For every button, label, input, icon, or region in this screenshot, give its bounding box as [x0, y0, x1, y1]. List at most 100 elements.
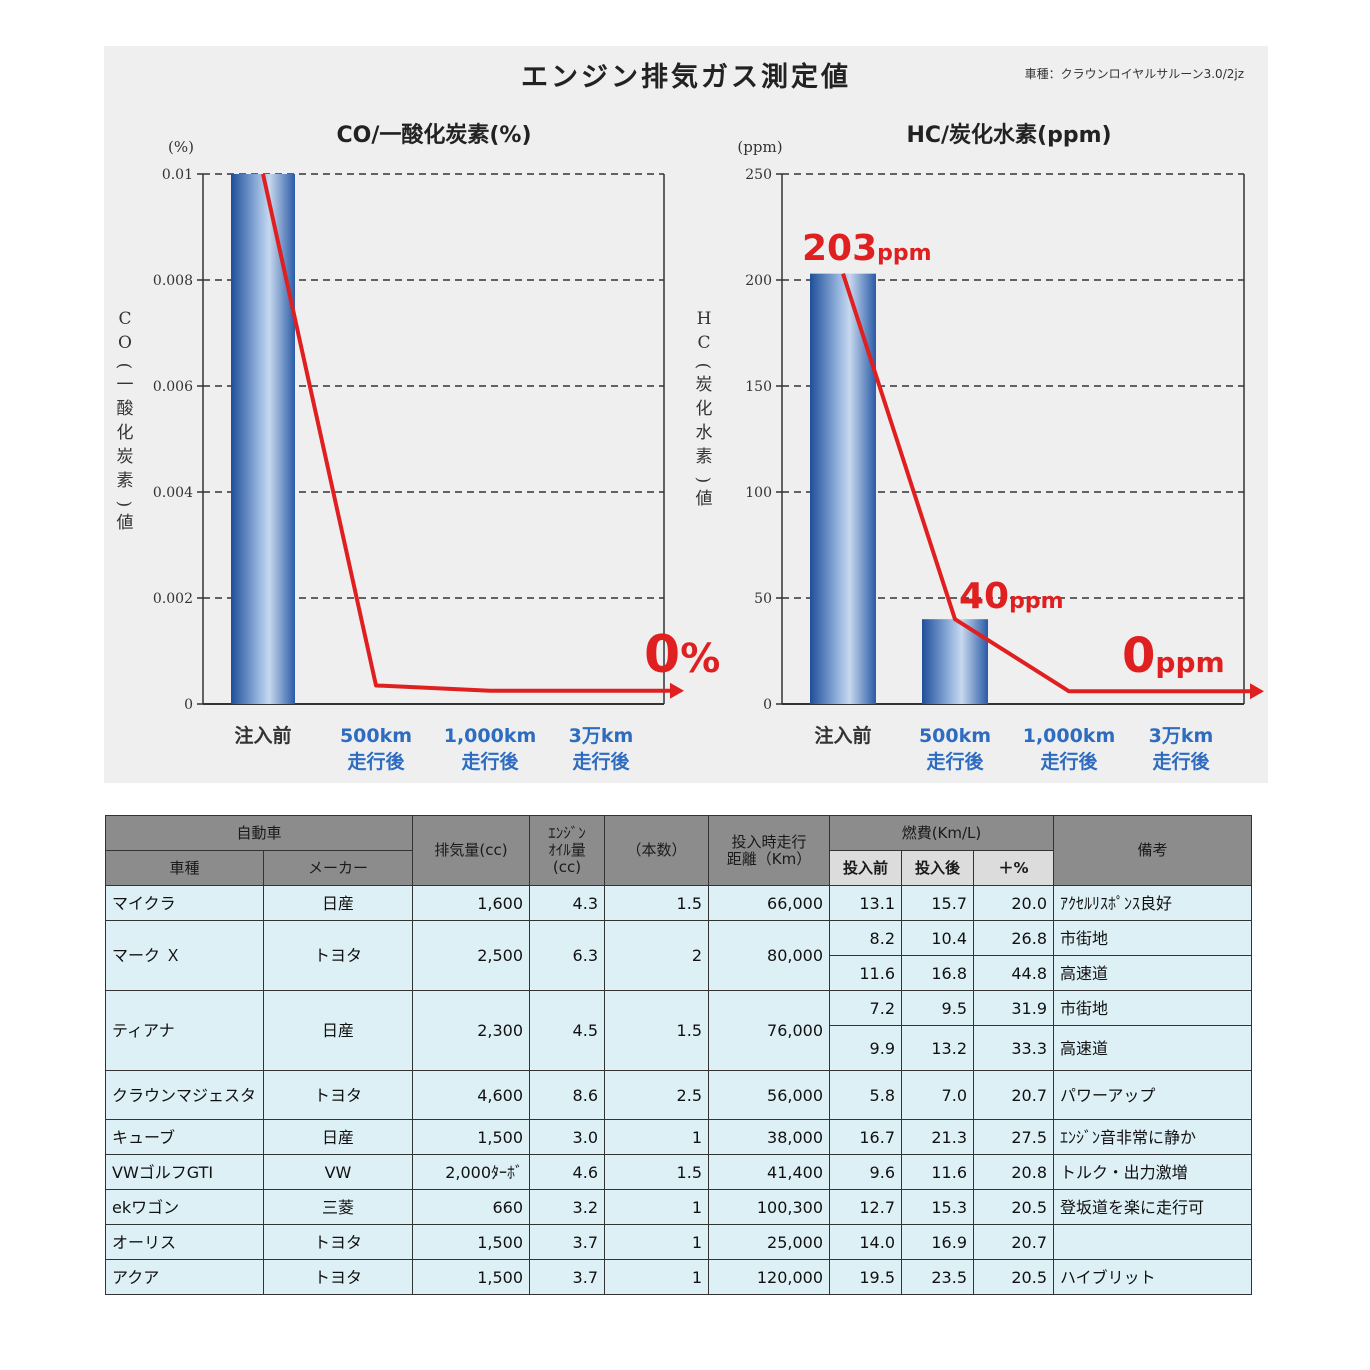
cell-fuel-pct: 20.5: [973, 1189, 1054, 1225]
annotation-unit: ppm: [1009, 589, 1063, 614]
cell-oil: 3.2: [529, 1189, 605, 1225]
cell-oil: 4.6: [529, 1154, 605, 1190]
x-tick-label: 注入前: [814, 724, 871, 747]
y-tick-label: 0: [763, 697, 772, 713]
cell-distance: 41,400: [708, 1154, 830, 1190]
y-axis-label-char: 炭: [117, 447, 134, 467]
y-tick-label: 0.002: [153, 591, 193, 607]
table-row: VWゴルフGTI VW 2,000ﾀｰﾎﾞ 4.6 1.5 41,400 9.6 11.6 20…: [105, 1154, 1252, 1190]
cell-fuel-after: 16.9: [901, 1224, 974, 1260]
fuel-economy-table: 自動車 排気量(cc) ｴﾝｼﾞﾝ ｵｲﾙ量 (cc) （本数） 投入時走行 距…: [105, 815, 1252, 1295]
table-row: ekワゴン 三菱 660 3.2 1 100,300 12.7 15.3 20.5 登坂道を楽に走…: [105, 1189, 1252, 1225]
cell-oil: 4.3: [529, 885, 605, 921]
trend-arrowhead: [670, 682, 684, 699]
header-oil-line2: ｵｲﾙ量: [548, 841, 586, 859]
cell-distance: 66,000: [708, 885, 830, 921]
cell-maker: トヨタ: [263, 1070, 413, 1120]
table-row: ティアナ 日産 2,300 4.5 1.5 76,000 7.2 9.5 31.9 市街地: [105, 990, 1252, 1071]
header-after: 投入後: [901, 850, 974, 886]
cell-count: 1.5: [604, 1154, 709, 1190]
cell-car-type: アクア: [105, 1259, 264, 1295]
y-tick-label: 200: [745, 273, 772, 289]
cell-notes: 高速道: [1053, 1025, 1252, 1071]
emission-charts: エンジン排気ガス測定値 車種：クラウンロイヤルサルーン3.0/2jz CO/一酸…: [114, 61, 1264, 773]
y-axis-label-char: 素: [696, 447, 713, 467]
y-tick-label: 0.006: [153, 379, 193, 395]
cell-fuel-after: 15.7: [901, 885, 974, 921]
cell-oil: 6.3: [529, 920, 605, 991]
table-row: マーク Ｘ トヨタ 2,500 6.3 2 80,000 8.2 10.4 26.8 市街地: [105, 920, 1252, 991]
annotation-value: 40: [959, 576, 1009, 617]
y-axis-label-char: (: [114, 363, 134, 370]
cell-fuel-after: 23.5: [901, 1259, 974, 1295]
cell-displacement: 2,000ﾀｰﾎﾞ: [412, 1154, 530, 1190]
x-tick-label: 注入前: [234, 724, 291, 747]
table-row: オーリス トヨタ 1,500 3.7 1 25,000 14.0 16.9 20.7: [105, 1224, 1252, 1260]
cell-distance: 80,000: [708, 920, 830, 991]
vehicle-note: 車種：クラウンロイヤルサルーン3.0/2jz: [1025, 67, 1244, 81]
cell-notes: 登坂道を楽に走行可: [1053, 1189, 1252, 1225]
y-unit-label: (ppm): [737, 138, 782, 156]
table-row: マイクラ 日産 1,600 4.3 1.5 66,000 13.1 15.7 20.0 ｱｸｾﾙﾘ…: [105, 885, 1252, 921]
cell-notes: ハイブリット: [1053, 1259, 1252, 1295]
header-distance: 投入時走行 距離（Km）: [708, 815, 830, 886]
header-displacement: 排気量(cc): [412, 815, 530, 886]
cell-fuel-before: 13.1: [829, 885, 902, 921]
table-row: アクア トヨタ 1,500 3.7 1 120,000 19.5 23.5 20.5 ハイブリット: [105, 1259, 1252, 1295]
y-tick-label: 0.01: [162, 167, 193, 183]
y-axis-label-char: C: [697, 333, 710, 353]
y-axis-label-char: 値: [696, 489, 713, 509]
cell-maker: 三菱: [263, 1189, 413, 1225]
cell-oil: 3.0: [529, 1119, 605, 1155]
cell-count: 2: [604, 920, 709, 991]
y-tick-label: 0.004: [153, 485, 193, 501]
cell-displacement: 1,500: [412, 1119, 530, 1155]
table-row: キューブ 日産 1,500 3.0 1 38,000 16.7 21.3 27.5 ｴﾝｼﾞﾝ音非…: [105, 1119, 1252, 1155]
cell-notes: ｴﾝｼﾞﾝ音非常に静か: [1053, 1119, 1252, 1155]
cell-oil: 4.5: [529, 990, 605, 1071]
cell-displacement: 1,600: [412, 885, 530, 921]
x-tick-label: 500km: [919, 725, 991, 747]
chart-title: HC/炭化水素(ppm): [906, 122, 1111, 148]
cell-fuel-pct: 20.7: [973, 1224, 1054, 1260]
y-tick-label: 50: [754, 591, 772, 607]
cell-fuel-pct: 20.8: [973, 1154, 1054, 1190]
y-axis-label-char: C: [118, 309, 131, 329]
cell-fuel-before: 9.6: [829, 1154, 902, 1190]
cell-maker: VW: [263, 1154, 413, 1190]
cell-maker: トヨタ: [263, 920, 413, 991]
header-distance-line1: 投入時走行: [731, 832, 807, 851]
cell-car-type: キューブ: [105, 1119, 264, 1155]
trend-line: [841, 273, 1250, 694]
table-row: 11.6 16.8 44.8 高速道: [106, 955, 1252, 991]
header-maker: メーカー: [263, 850, 413, 886]
y-axis-label-char: O: [118, 333, 132, 353]
cell-displacement: 2,300: [412, 990, 530, 1071]
header-notes: 備考: [1053, 815, 1252, 886]
cell-notes: ｱｸｾﾙﾘｽﾎﾟﾝｽ良好: [1053, 885, 1252, 921]
cell-fuel-pct: 20.5: [973, 1259, 1054, 1295]
cell-count: 1.5: [604, 990, 709, 1071]
cell-car-type: ekワゴン: [105, 1189, 264, 1225]
annotation-value: 203: [802, 228, 877, 269]
cell-fuel-after: 16.8: [901, 955, 974, 991]
y-tick-label: 100: [745, 485, 772, 501]
trend-arrowhead: [1250, 683, 1264, 700]
cell-distance: 120,000: [708, 1259, 830, 1295]
cell-count: 1: [604, 1119, 709, 1155]
header-distance-line2: 距離（Km）: [726, 849, 812, 868]
y-axis-label-char: ): [114, 501, 134, 508]
cell-fuel-before: 16.7: [829, 1119, 902, 1155]
cell-car-type: オーリス: [105, 1224, 264, 1260]
cell-maker: 日産: [263, 885, 413, 921]
cell-fuel-after: 9.5: [901, 990, 974, 1026]
y-axis-label-char: 炭: [696, 375, 713, 395]
cell-fuel-before: 11.6: [829, 955, 902, 991]
cell-car-type: クラウンマジェスタ: [105, 1070, 264, 1120]
x-tick-label: 500km: [340, 725, 412, 747]
cell-notes: [1053, 1224, 1252, 1260]
cell-fuel-pct: 31.9: [973, 990, 1054, 1026]
chart-title: CO/一酸化炭素(%): [336, 122, 531, 148]
x-tick-label: 走行後: [461, 750, 519, 773]
header-fuel: 燃費(Km/L): [829, 815, 1054, 851]
